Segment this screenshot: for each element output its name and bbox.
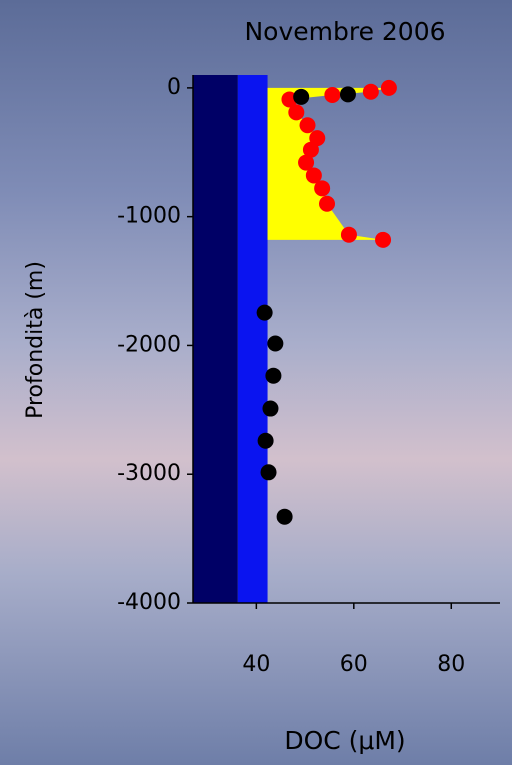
x-axis-label: DOC (μM) (284, 726, 405, 755)
point (302, 141, 319, 158)
x-tick-label: 40 (242, 652, 270, 677)
point (375, 231, 392, 248)
y-tick-label: -4000 (117, 590, 181, 615)
point (293, 88, 310, 105)
point (260, 464, 277, 481)
y-tick-label: -3000 (117, 461, 181, 486)
y-tick-label: 0 (167, 75, 181, 100)
point (276, 508, 293, 525)
point (257, 432, 274, 449)
point (267, 335, 284, 352)
x-tick-label: 60 (340, 652, 368, 677)
point (339, 86, 356, 103)
point (362, 83, 379, 100)
chart-title: Novembre 2006 (244, 17, 445, 46)
point (298, 154, 315, 171)
y-tick-label: -2000 (117, 332, 181, 357)
point (256, 304, 273, 321)
area (267, 87, 389, 240)
y-axis-label: Profondità (m) (23, 261, 48, 419)
point (265, 367, 282, 384)
x-tick-label: 80 (437, 652, 465, 677)
point (319, 195, 336, 212)
point (340, 226, 357, 243)
band (193, 75, 238, 603)
point (288, 104, 305, 121)
y-tick-label: -1000 (117, 204, 181, 229)
point (314, 180, 331, 197)
point (299, 117, 316, 134)
point (380, 79, 397, 96)
point (305, 167, 322, 184)
point (262, 400, 279, 417)
band (237, 75, 268, 603)
point (324, 86, 341, 103)
